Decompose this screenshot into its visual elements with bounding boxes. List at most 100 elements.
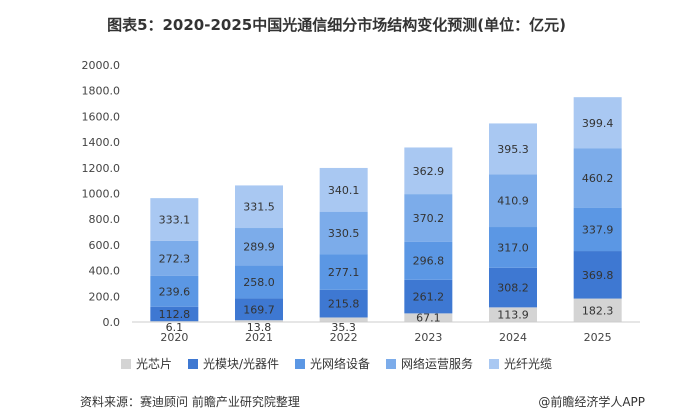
y-tick-label: 1200.0 xyxy=(82,162,121,175)
data-label: 337.9 xyxy=(582,223,614,236)
bar-segment xyxy=(489,174,537,228)
legend-label: 光纤光缆 xyxy=(504,357,553,371)
data-label: 277.1 xyxy=(328,266,360,279)
data-label: 410.9 xyxy=(497,195,529,208)
legend-item: 网络运营服务 xyxy=(386,355,473,372)
data-label: 112.8 xyxy=(159,308,191,321)
data-label: 330.5 xyxy=(328,227,360,240)
bar-segment xyxy=(404,147,453,195)
bar-segment xyxy=(150,306,199,322)
data-label: 362.9 xyxy=(413,165,445,178)
y-tick-label: 1000.0 xyxy=(82,188,121,201)
data-label: 308.2 xyxy=(497,282,529,295)
data-label: 369.8 xyxy=(582,269,614,282)
y-tick-label: 200.0 xyxy=(89,290,121,303)
data-label: 261.2 xyxy=(413,291,445,304)
bar-segment xyxy=(319,167,368,212)
y-tick-label: 800.0 xyxy=(89,213,121,226)
legend-swatch xyxy=(295,358,305,369)
chart-title: 图表5：2020-2025中国光通信细分市场结构变化预测(单位：亿元) xyxy=(107,16,566,34)
bar-segment xyxy=(319,211,368,255)
legend-item: 光芯片 xyxy=(120,355,172,372)
data-label: 340.1 xyxy=(328,184,360,197)
y-tick-label: 1600.0 xyxy=(82,110,121,123)
bar-segment xyxy=(489,307,537,322)
data-label: 67.1 xyxy=(416,312,441,325)
x-tick-label: 2020 xyxy=(160,331,188,344)
bar-segment xyxy=(319,289,368,318)
data-label: 460.2 xyxy=(582,172,614,185)
legend-label: 网络运营服务 xyxy=(401,357,474,371)
bar-segment xyxy=(404,313,453,322)
bar-segment xyxy=(489,267,537,308)
y-tick-label: 1400.0 xyxy=(82,136,121,149)
y-axis: 0.0 200.0 400.0 600.0 800.0 1000.0 1200.0 1400.… xyxy=(82,59,121,329)
bar-segment xyxy=(235,320,283,322)
bar-segment xyxy=(573,207,622,252)
bar-segment xyxy=(235,185,283,229)
bar-series xyxy=(150,97,622,322)
bar-segment xyxy=(573,148,622,208)
y-tick-label: 2000.0 xyxy=(82,59,121,72)
data-label: 258.0 xyxy=(243,276,275,289)
x-tick-label: 2024 xyxy=(499,331,527,344)
legend-swatch xyxy=(120,358,131,369)
data-label: 182.3 xyxy=(582,304,614,317)
bar-segment xyxy=(404,194,453,242)
x-tick-label: 2022 xyxy=(330,331,358,344)
y-tick-label: 1800.0 xyxy=(82,85,121,98)
data-label: 13.8 xyxy=(247,321,272,334)
y-tick-label: 0.0 xyxy=(103,316,121,329)
data-label: 317.0 xyxy=(497,241,529,254)
data-label: 6.1 xyxy=(166,321,184,334)
data-label: 215.8 xyxy=(328,298,360,311)
bar-segment xyxy=(404,241,453,280)
data-label: 35.3 xyxy=(331,321,356,334)
y-tick-label: 600.0 xyxy=(89,239,121,252)
data-label: 239.6 xyxy=(159,285,191,298)
legend-label: 光模块/光器件 xyxy=(202,357,279,371)
y-tick-label: 400.0 xyxy=(89,265,121,278)
legend-label: 光芯片 xyxy=(135,357,172,371)
bar-segment xyxy=(573,251,622,299)
bar-segment xyxy=(150,198,199,241)
legend: 光芯片 光模块/光器件 光网络设备 网络运营服务 光纤光缆 xyxy=(0,355,673,372)
bar-segment xyxy=(235,265,283,299)
data-label: 333.1 xyxy=(159,214,191,227)
bar-segment xyxy=(489,123,537,175)
data-label: 399.4 xyxy=(582,117,614,130)
data-label: 169.7 xyxy=(243,303,275,316)
source-note: 资料来源：赛迪顾问 前瞻产业研究院整理 xyxy=(80,395,300,409)
data-label: 289.9 xyxy=(243,241,275,254)
legend-item: 光网络设备 xyxy=(295,355,370,372)
data-label: 331.5 xyxy=(243,201,275,214)
bar-segment xyxy=(150,240,199,276)
bar-segment xyxy=(573,298,622,322)
legend-swatch xyxy=(187,358,198,369)
data-label: 272.3 xyxy=(159,252,191,265)
bar-segment xyxy=(489,227,537,268)
bar-segment xyxy=(404,279,453,314)
bar-segment xyxy=(235,228,283,266)
legend-swatch xyxy=(386,358,397,369)
x-axis: 2020 2021 2022 2023 2024 2025 xyxy=(132,321,640,344)
brand-note: @前瞻经济学人APP xyxy=(538,395,645,409)
bar-segment xyxy=(235,298,283,321)
data-label: 395.3 xyxy=(497,143,529,156)
data-label: 113.9 xyxy=(497,309,529,322)
x-tick-label: 2025 xyxy=(584,331,612,344)
legend-swatch xyxy=(489,358,500,369)
x-tick-label: 2021 xyxy=(245,331,273,344)
bar-segment xyxy=(319,317,368,322)
legend-item: 光纤光缆 xyxy=(489,355,552,372)
bar-segment xyxy=(150,275,199,307)
bar-segment xyxy=(573,97,622,149)
data-label: 370.2 xyxy=(413,212,445,225)
legend-label: 光网络设备 xyxy=(310,357,371,371)
bar-segment xyxy=(319,254,368,290)
data-label: 296.8 xyxy=(413,255,445,268)
legend-item: 光模块/光器件 xyxy=(187,355,279,372)
x-tick-label: 2023 xyxy=(414,331,442,344)
